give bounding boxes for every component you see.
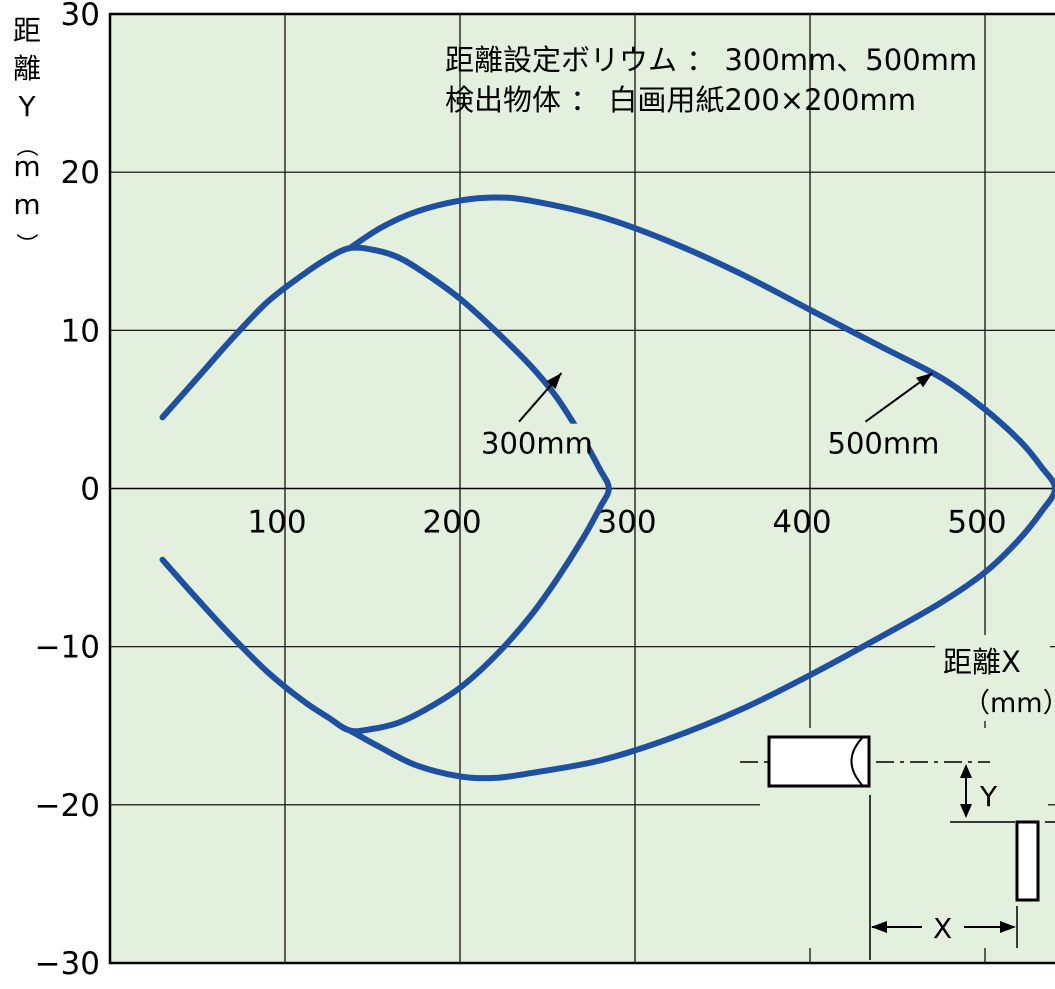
y-tick-label: −20	[35, 788, 100, 824]
chart-title-line-1: 距離設定ボリウム ： 300mm、500mm	[445, 43, 977, 77]
schematic-x-label: X	[933, 912, 952, 945]
sensor-body	[769, 737, 869, 786]
y-tick-label: 10	[61, 313, 100, 349]
y-tick-label: −30	[35, 946, 100, 982]
chart-title-line-2: 検出物体 ： 白画用紙200×200mm	[445, 83, 916, 117]
x-tick-label: 100	[247, 505, 306, 541]
measurement-schematic: Y X	[740, 728, 1055, 960]
y-axis-label-char: 距	[13, 14, 41, 47]
y-tick-label: 0	[80, 472, 100, 508]
y-axis-label-char: 離	[13, 52, 41, 85]
x-tick-label: 300	[597, 505, 656, 541]
y-axis-label: 距離Y（mm）	[13, 14, 41, 255]
x-axis-label: 距離X （mm）	[935, 635, 1055, 721]
y-tick-label: 20	[61, 155, 100, 191]
y-tick-label: 30	[61, 0, 100, 33]
x-axis-label-unit: （mm）	[963, 688, 1055, 719]
schematic-y-label: Y	[979, 780, 998, 813]
y-tick-label: −10	[35, 630, 100, 666]
x-axis-label-text: 距離X	[943, 645, 1021, 679]
x-tick-label: 200	[422, 505, 481, 541]
y-tick-labels: 30 20 10 0 −10 −20 −30	[35, 0, 100, 982]
annotation-label: 300mm	[481, 427, 593, 461]
x-tick-label: 400	[772, 505, 831, 541]
y-axis-label-char: Y	[17, 90, 36, 123]
annotation-label: 500mm	[828, 427, 940, 461]
y-axis-label-char: m	[13, 188, 40, 221]
y-axis-label-char: ）	[13, 233, 38, 255]
target-object	[1017, 822, 1038, 900]
x-tick-label: 500	[947, 505, 1006, 541]
y-axis-label-char: m	[13, 150, 40, 183]
